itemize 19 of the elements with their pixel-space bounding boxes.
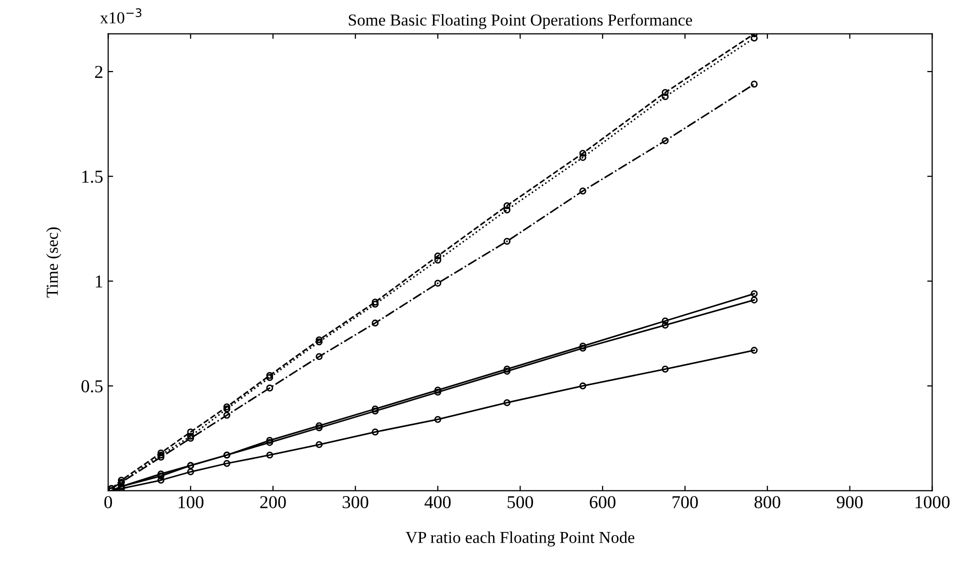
x-tick-label: 1000 bbox=[916, 496, 950, 508]
x-tick-label: 300 bbox=[342, 496, 368, 508]
x-tick-label: 400 bbox=[424, 496, 451, 508]
x-tick-label: 100 bbox=[178, 496, 204, 508]
x-tick-label: 0 bbox=[104, 496, 112, 508]
text: x10$^{−3}$ bbox=[100, 8, 142, 24]
y-tick-label: 1 bbox=[96, 275, 102, 288]
x-tick-label: 500 bbox=[508, 496, 534, 508]
x-tick-label: 600 bbox=[590, 496, 616, 508]
x-tick-label: 900 bbox=[836, 496, 863, 508]
y-axis-title: Time (sec) bbox=[46, 227, 62, 298]
chart-title: Some Basic Floating Point Operations Performance bbox=[348, 14, 692, 30]
y-tick-label: 1.5 bbox=[82, 170, 103, 183]
x-tick-label: 700 bbox=[672, 496, 698, 508]
y-tick-label: 0.5 bbox=[81, 380, 103, 392]
y-tick-label: 2 bbox=[95, 66, 102, 78]
x-tick-label: 800 bbox=[754, 496, 780, 508]
x-axis-title: VP ratio each Floating Point Node bbox=[406, 531, 634, 547]
x-tick-label: 200 bbox=[260, 496, 286, 508]
